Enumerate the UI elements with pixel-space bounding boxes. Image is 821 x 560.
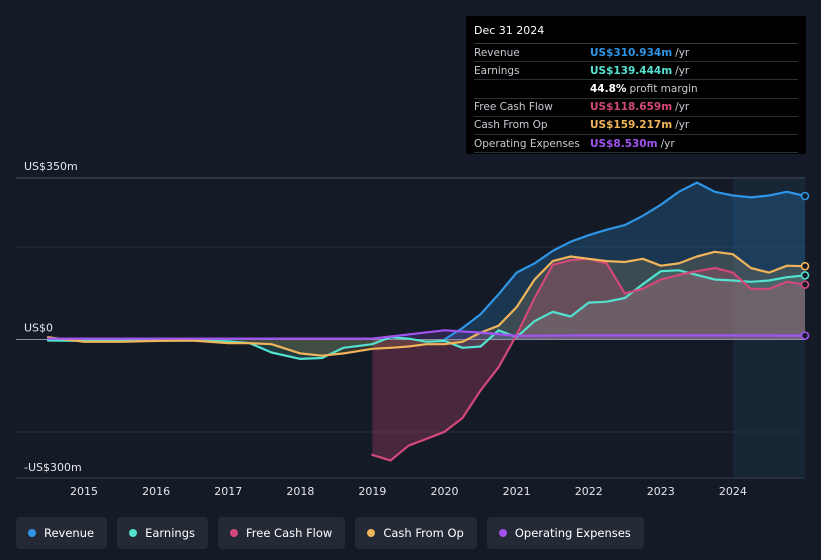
tooltip-row: Revenue US$310.934m/yr [474,44,798,63]
area-free-cash-flow [372,258,805,461]
tooltip-row: 44.8% profit margin [474,80,798,99]
tooltip-unit: /yr [675,46,690,59]
y-tick-label: US$0 [24,322,53,335]
tooltip-value: US$159.217m [590,119,673,132]
legend-dot-icon [367,529,376,537]
endpoint-earnings [800,271,810,280]
legend-label: Free Cash Flow [246,526,333,540]
legend-label: Cash From Op [383,526,464,540]
x-tick-label: 2017 [214,485,242,498]
line-operating-expenses [46,329,807,340]
tooltip-value: 44.8% [590,82,627,95]
line-cash-from-op [46,250,807,357]
legend-label: Operating Expenses [514,526,631,540]
tooltip-date: Dec 31 2024 [474,24,798,44]
tooltip-row: Operating Expenses US$8.530m/yr [474,135,798,154]
tooltip-row: Cash From Op US$159.217m/yr [474,117,798,135]
endpoint-revenue [800,191,810,201]
tooltip-label: Free Cash Flow [474,101,553,114]
y-tick-label: -US$300m [24,461,82,474]
legend-item-revenue[interactable]: Revenue [16,517,108,549]
line-revenue [443,181,807,341]
legend-label: Revenue [44,526,95,540]
tooltip-label: Cash From Op [474,119,548,132]
endpoint-operating-expenses [800,331,810,340]
x-tick-label: 2022 [575,485,603,498]
legend-item-operating-expenses[interactable]: Operating Expenses [486,517,644,549]
tooltip-label: Revenue [474,46,520,59]
area-operating-expenses [48,330,805,340]
tooltip-value: US$8.530m [590,137,658,150]
x-tick-label: 2024 [719,485,747,498]
tooltip-row: Free Cash Flow US$118.659m/yr [474,99,798,117]
tooltip-value: US$139.444m [590,64,673,77]
legend: Revenue Earnings Free Cash Flow Cash From O… [16,517,654,549]
x-tick-label: 2020 [431,485,459,498]
legend-item-earnings[interactable]: Earnings [117,517,208,549]
tooltip-unit: /yr [660,137,675,150]
tooltip-unit: /yr [675,64,690,77]
legend-dot-icon [129,529,138,537]
legend-item-cash-from-op[interactable]: Cash From Op [355,517,477,549]
legend-label: Earnings [145,526,195,540]
x-tick-label: 2015 [70,485,98,498]
forecast-region [732,178,805,478]
legend-dot-icon [28,529,36,537]
tooltip-value: US$310.934m [590,46,673,59]
x-tick-label: 2018 [286,485,314,498]
legend-dot-icon [230,529,238,537]
x-tick-label: 2023 [647,485,675,498]
x-tick-label: 2019 [358,485,386,498]
tooltip-value: US$118.659m [590,101,673,114]
legend-item-free-cash-flow[interactable]: Free Cash Flow [218,517,346,549]
endpoint-free-cash-flow [800,280,810,289]
area-earnings [48,270,805,359]
tooltip-unit: /yr [675,119,690,132]
endpoint-cash-from-op [800,261,810,271]
tooltip-row: Earnings US$139.444m/yr [474,62,798,81]
x-tick-label: 2021 [503,485,531,498]
tooltip-unit: profit margin [629,82,698,95]
legend-dot-icon [498,529,507,537]
x-tick-label: 2016 [142,485,170,498]
y-tick-label: US$350m [24,160,78,173]
tooltip-unit: /yr [675,101,690,114]
tooltip-panel: Dec 31 2024 Revenue US$310.934m/yr Earning… [466,16,806,154]
tooltip-label: Earnings [474,64,520,77]
tooltip-label: Operating Expenses [474,137,580,150]
